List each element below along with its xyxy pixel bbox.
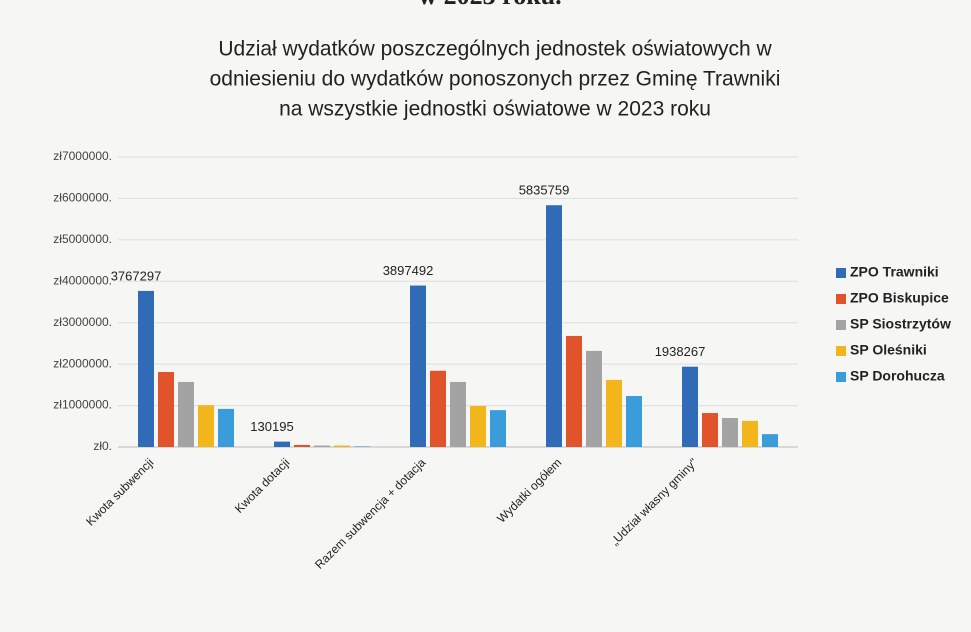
bar [682, 366, 698, 447]
bar [314, 445, 330, 447]
bar [294, 444, 310, 447]
bar [198, 405, 214, 447]
bar [334, 445, 350, 447]
data-label: 3767297 [111, 268, 162, 283]
bar [490, 410, 506, 447]
legend-label: ZPO Trawniki [850, 264, 939, 280]
y-tick-label: zł2000000. [53, 356, 112, 370]
bar [546, 205, 562, 447]
bar [410, 285, 426, 447]
bar [178, 381, 194, 447]
data-label: 3897492 [383, 263, 434, 278]
y-tick-label: zł7000000. [53, 149, 112, 163]
y-tick-label: zł4000000. [53, 273, 112, 287]
bar [158, 372, 174, 447]
y-tick-label: zł5000000. [53, 232, 112, 246]
bar [470, 405, 486, 447]
bar [702, 413, 718, 447]
bar [742, 420, 758, 447]
bar [430, 370, 446, 447]
legend-swatch [836, 320, 846, 330]
y-tick-label: zł1000000. [53, 398, 112, 412]
bar [566, 335, 582, 447]
y-tick-label: zł0. [93, 439, 112, 453]
bar [762, 434, 778, 447]
legend-swatch [836, 294, 846, 304]
data-label: 1938267 [655, 344, 706, 359]
data-label: 130195 [250, 419, 293, 434]
data-label: 5835759 [519, 183, 570, 198]
legend-swatch [836, 346, 846, 356]
bar [274, 441, 290, 447]
page-heading: w 2023 roku. [418, 0, 561, 10]
legend-label: SP Siostrzytów [850, 316, 951, 332]
legend-label: SP Dorohucza [850, 368, 945, 384]
bar [606, 379, 622, 447]
legend-swatch [836, 268, 846, 278]
chart-title: odniesieniu do wydatków ponoszonych prze… [210, 68, 781, 91]
bar [218, 408, 234, 447]
chart-title: na wszystkie jednostki oświatowe w 2023 … [279, 98, 711, 121]
y-tick-label: zł3000000. [53, 315, 112, 329]
bar [586, 350, 602, 447]
legend-swatch [836, 372, 846, 382]
bar [354, 446, 370, 447]
bar [138, 290, 154, 447]
bar [450, 381, 466, 447]
bar [626, 396, 642, 447]
bar [722, 418, 738, 447]
chart-title: Udział wydatków poszczególnych jednostek… [218, 38, 772, 61]
legend-label: ZPO Biskupice [850, 290, 949, 306]
y-tick-label: zł6000000. [53, 191, 112, 205]
legend-label: SP Oleśniki [850, 342, 927, 358]
